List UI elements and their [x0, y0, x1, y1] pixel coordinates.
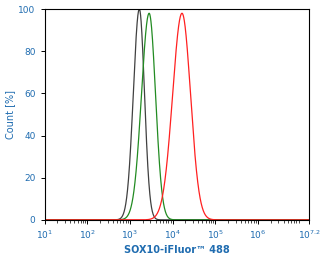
X-axis label: SOX10-iFluor™ 488: SOX10-iFluor™ 488	[124, 245, 230, 256]
Y-axis label: Count [%]: Count [%]	[6, 90, 16, 139]
